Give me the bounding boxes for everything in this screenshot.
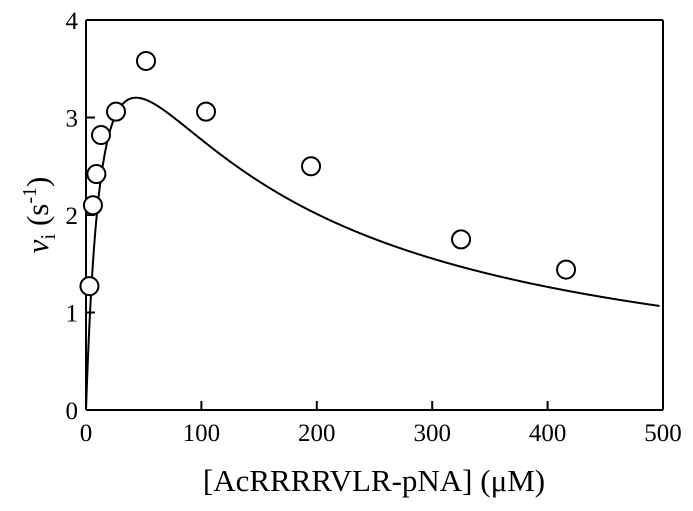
y-axis-title-superscript: -1 (19, 187, 41, 204)
data-point (556, 259, 577, 280)
data-point (301, 156, 322, 177)
data-points-layer (79, 50, 577, 297)
data-point (86, 164, 107, 185)
y-axis-title: vi (s-1) (19, 177, 60, 254)
x-axis-ticks: 0 100 200 300 400 500 (80, 401, 682, 447)
x-axis-title: [AcRRRRVLR-pNA] (μM) (203, 463, 545, 498)
data-point (136, 50, 157, 71)
x-tick-label: 100 (183, 420, 221, 447)
x-tick-label: 0 (80, 420, 93, 447)
y-tick-label: 3 (66, 106, 79, 133)
y-axis-title-unit-close: ) (20, 177, 55, 187)
x-tick-label: 500 (644, 420, 682, 447)
data-point (82, 195, 103, 216)
plot-frame (85, 19, 664, 411)
x-tick-label: 400 (529, 420, 567, 447)
y-axis-title-subscript: i (36, 234, 60, 240)
y-axis-title-unit-open: (s (20, 204, 55, 234)
y-tick-label: 2 (66, 203, 79, 230)
x-tick-label: 200 (298, 420, 336, 447)
data-point (106, 101, 127, 122)
fitted-curve (85, 96, 660, 411)
data-point (91, 125, 112, 146)
y-tick-label: 0 (66, 398, 79, 425)
y-axis-title-symbol: v (20, 239, 55, 253)
data-point (196, 101, 217, 122)
data-point (79, 276, 100, 297)
x-tick-label: 300 (413, 420, 451, 447)
y-tick-label: 4 (66, 8, 79, 35)
data-point (451, 229, 472, 250)
y-axis-ticks: 0 1 2 3 4 (66, 8, 95, 425)
fitted-curve-layer (85, 96, 660, 411)
y-tick-label: 1 (66, 301, 79, 328)
